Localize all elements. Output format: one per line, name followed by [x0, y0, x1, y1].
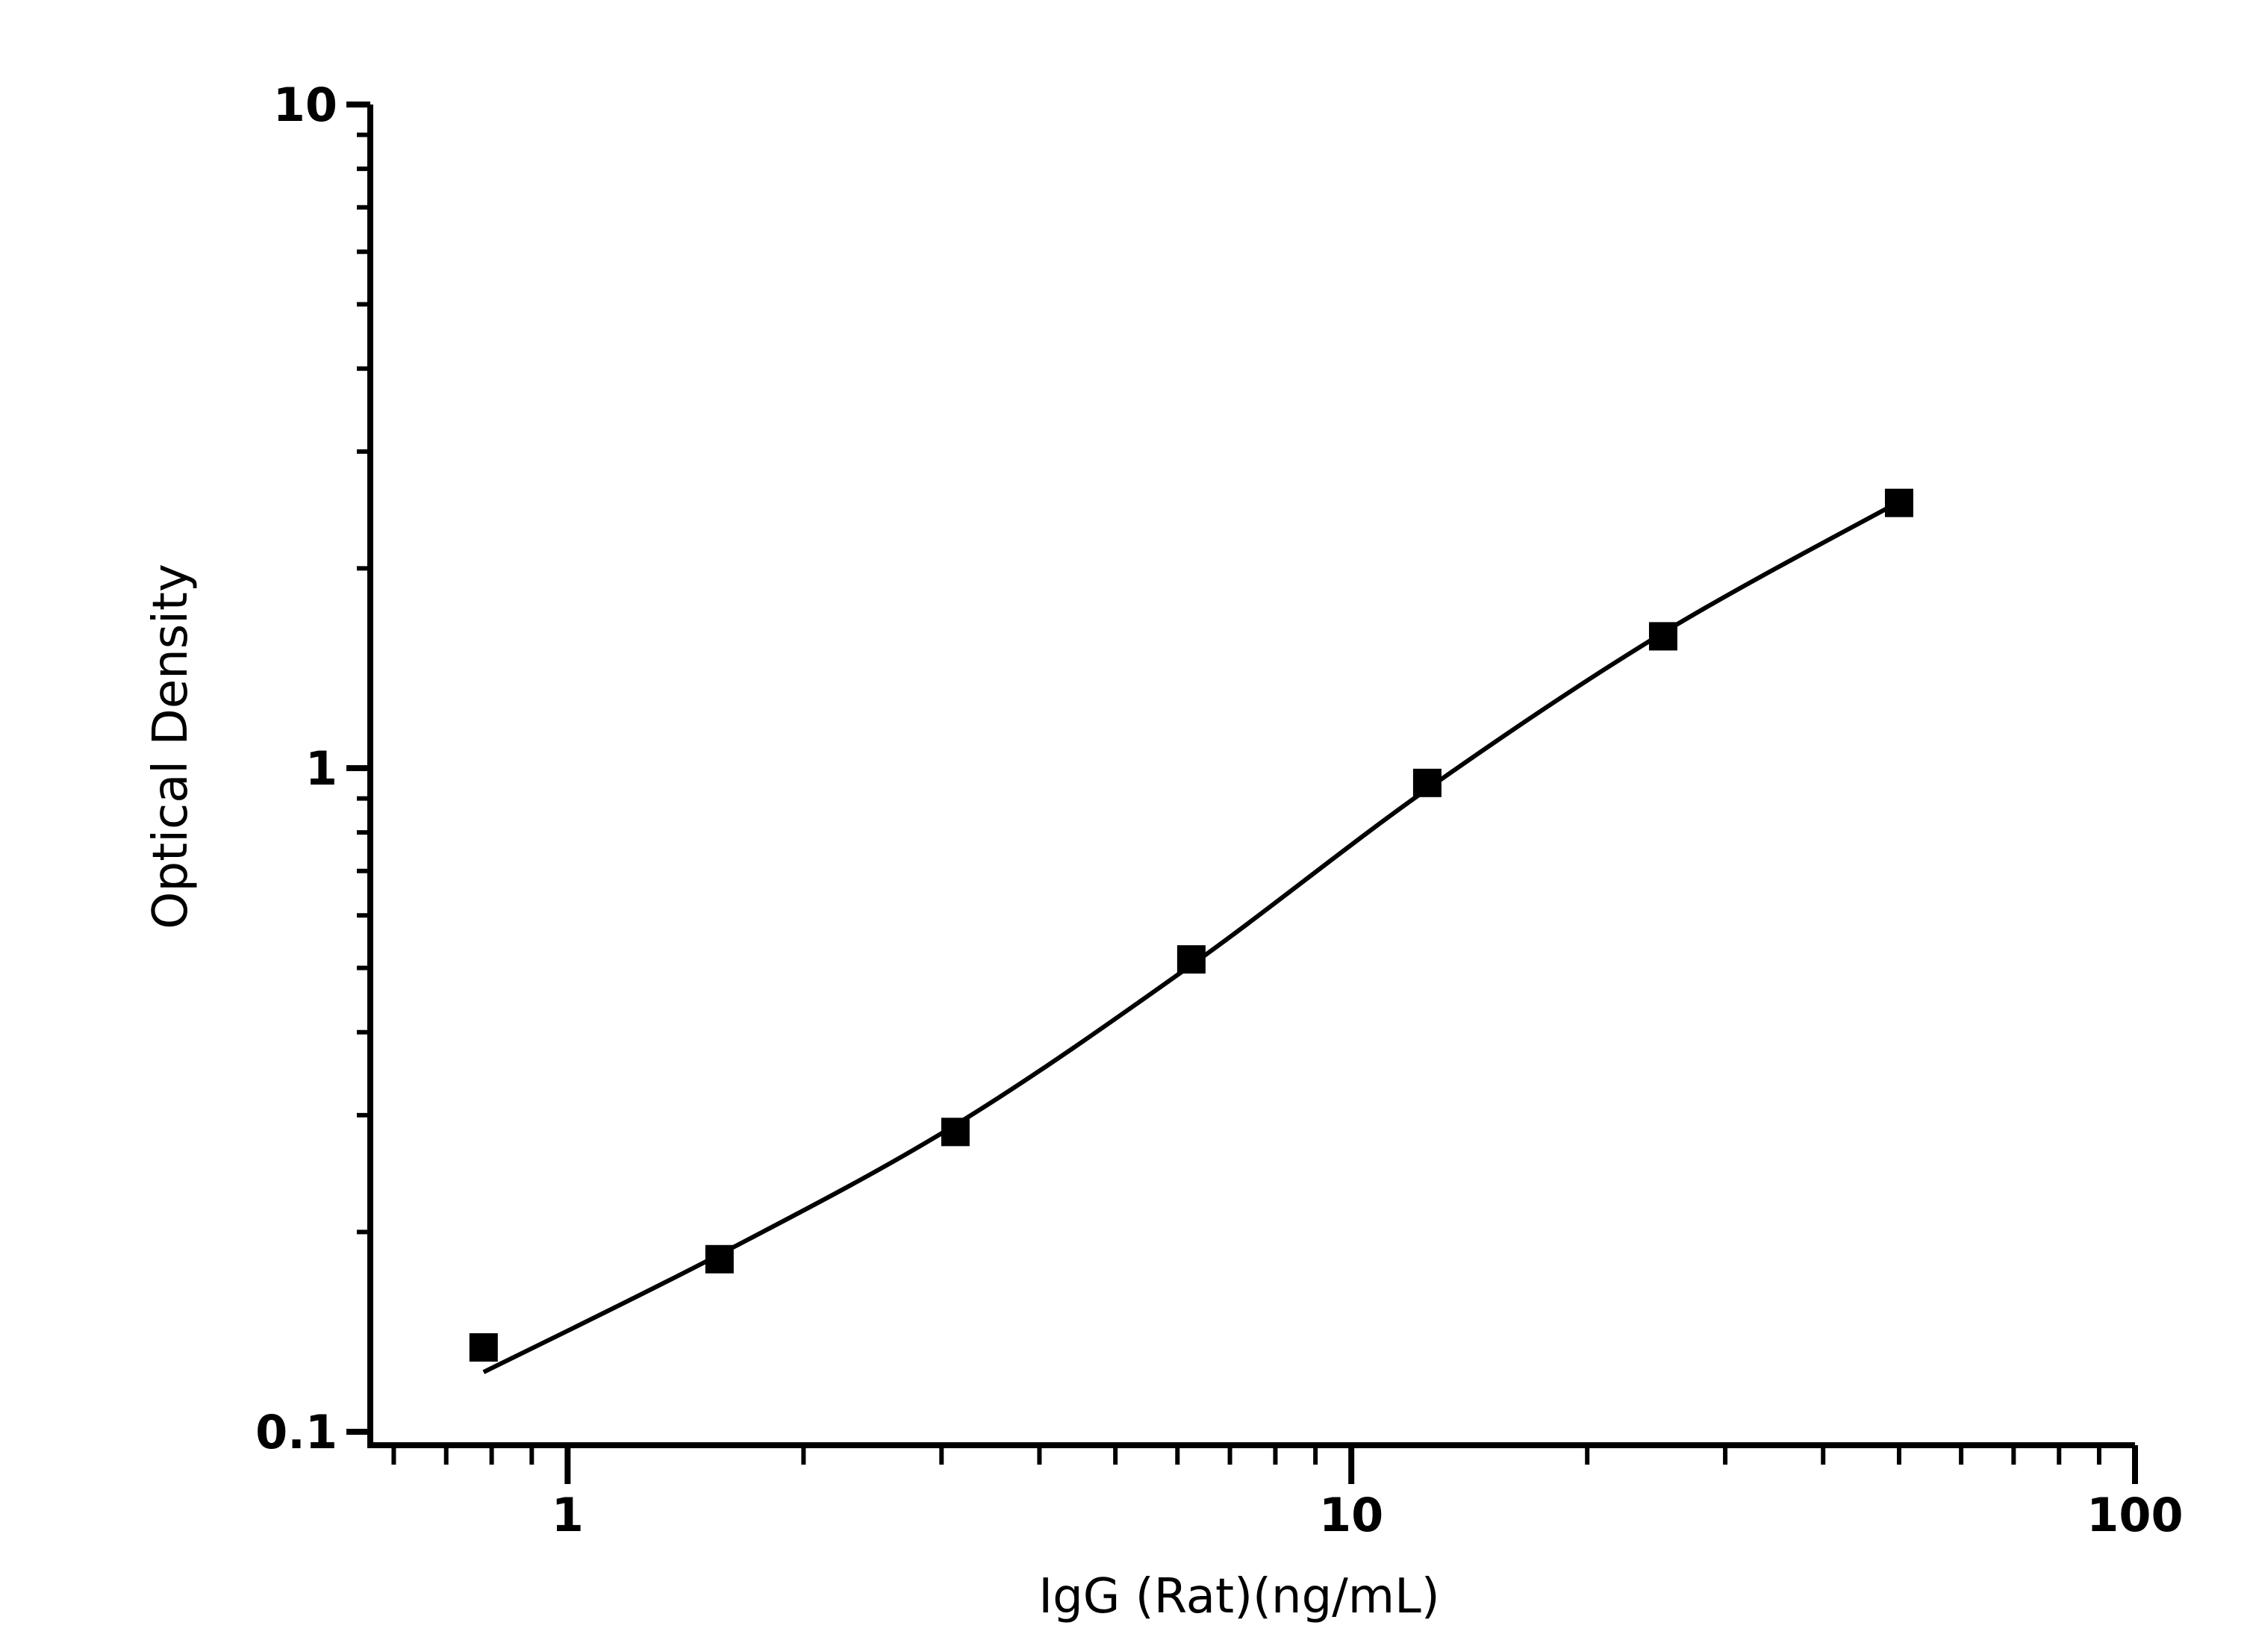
y-tick-label: 1 — [305, 741, 337, 796]
data-point — [469, 1333, 498, 1362]
data-point — [1176, 945, 1206, 974]
x-tick-label: 100 — [2086, 1488, 2183, 1542]
x-tick-label: 1 — [552, 1488, 584, 1542]
tick-labels: 1 10 100 0.1 1 10 — [255, 78, 2184, 1542]
y-tick-label: 10 — [273, 78, 337, 132]
data-point — [1884, 488, 1913, 517]
y-axis-label: Optical Density — [143, 564, 199, 929]
x-tick-label: 10 — [1319, 1488, 1383, 1542]
data-point — [941, 1118, 970, 1147]
data-point — [705, 1244, 734, 1274]
x-axis-label: IgG (Rat)(ng/mL) — [1038, 1569, 1439, 1624]
data-points — [469, 488, 1913, 1362]
data-point — [1648, 622, 1677, 651]
y-tick-label: 0.1 — [255, 1405, 337, 1459]
data-point — [1412, 768, 1442, 797]
axes — [346, 102, 2138, 1484]
fit-curve — [482, 499, 1901, 1374]
